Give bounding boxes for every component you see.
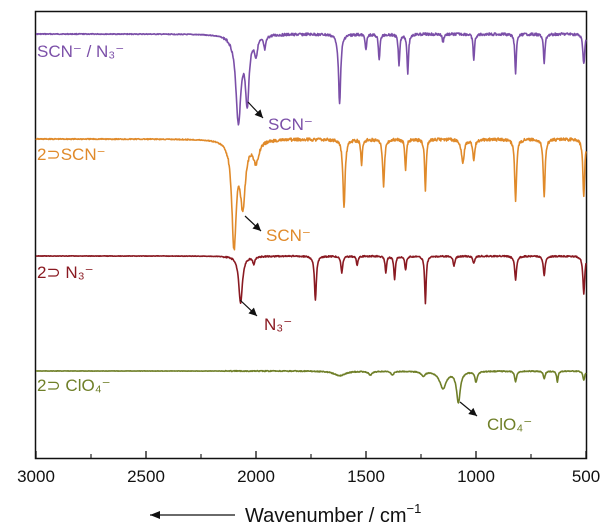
spectrum-line [35,137,587,251]
series-labels: SCN⁻ / N₃⁻ 2⊃SCN⁻ 2⊃ N₃⁻ 2⊃ ClO₄⁻ [37,42,124,395]
spectrum-line [35,369,587,404]
spectrum-line [35,254,587,305]
x-axis-ticks [35,451,587,458]
band-label: SCN⁻ [268,115,313,134]
x-tick-label: 1000 [457,467,495,486]
band-arrowhead [248,307,257,316]
series-label: 2⊃SCN⁻ [37,145,106,164]
x-tick-label: 3000 [17,467,55,486]
x-tick-label: 1500 [347,467,385,486]
x-tick-label: 500 [572,467,600,486]
series-label: 2⊃ N₃⁻ [37,263,94,282]
band-label: ClO₄⁻ [487,415,532,434]
series-label: 2⊃ ClO₄⁻ [37,376,111,395]
band-label: N₃⁻ [264,315,292,334]
plot-frame [34,10,588,460]
series-label: SCN⁻ / N₃⁻ [37,42,124,61]
wavenumber-direction-arrowhead [150,511,160,519]
spectrum-line [35,32,587,126]
x-axis-tick-labels: 3000 2500 2000 1500 1000 500 [17,467,600,486]
band-arrowhead [252,222,261,231]
spectra-lines [35,32,587,404]
band-arrowhead [468,407,477,416]
band-label: SCN⁻ [266,226,311,245]
band-arrows: SCN⁻ SCN⁻ N₃⁻ ClO₄⁻ [239,101,532,434]
x-axis-title: Wavenumber / cm−1 [245,501,421,527]
x-tick-label: 2000 [237,467,275,486]
band-arrowhead [254,109,263,118]
x-tick-label: 2500 [127,467,165,486]
